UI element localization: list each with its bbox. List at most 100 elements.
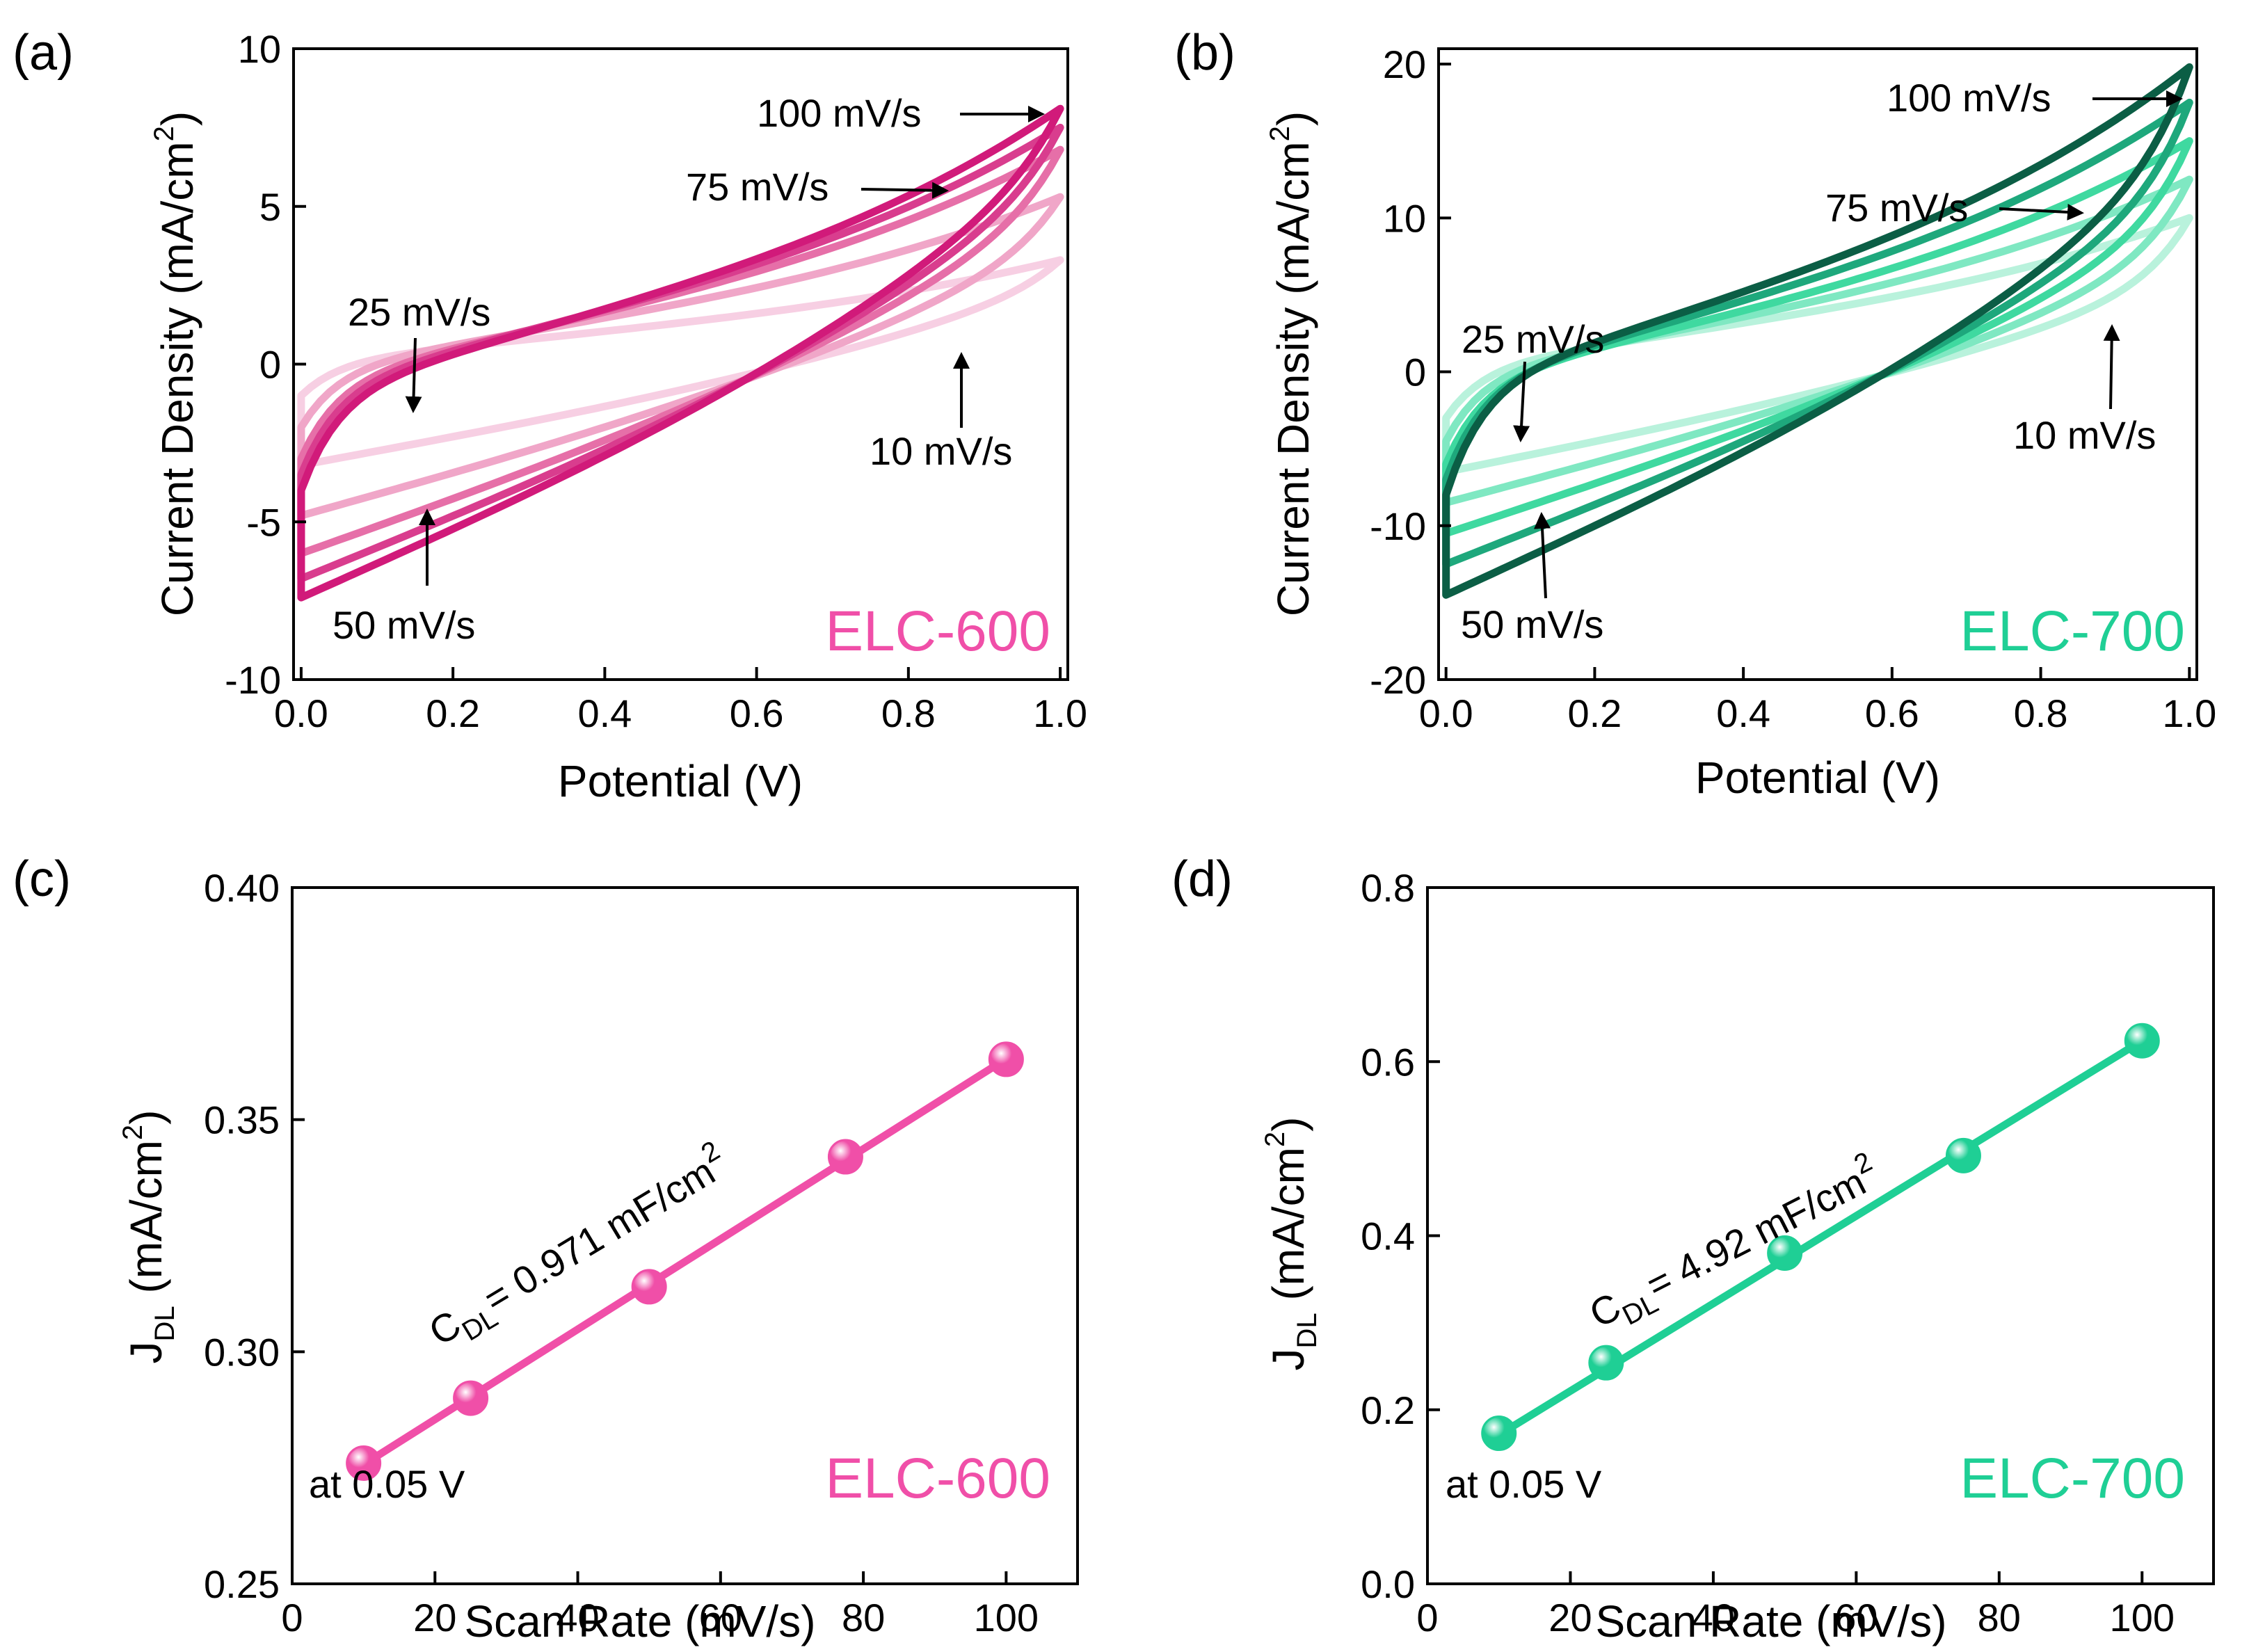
data-point [1481, 1416, 1517, 1452]
panel-label: (c) [13, 851, 71, 907]
plot-frame [1437, 47, 2198, 681]
y-axis-ticks: -20 -10 0 10 20 [1370, 42, 1451, 702]
x-tick-label: 0.4 [577, 691, 632, 735]
y-axis-label: Current Density (mA/cm2) [149, 111, 202, 616]
cv-loop-100mvs [1442, 63, 2193, 599]
y-tick-label: 0.30 [204, 1330, 280, 1374]
cv-curves [297, 104, 1064, 602]
y-tick-label: -5 [246, 500, 281, 544]
y-tick-label: 0.8 [1361, 866, 1415, 910]
data-point [1945, 1137, 1981, 1173]
jdl-chart-elc700: (d) 0 20 40 60 80 100 0.0 0.2 0.4 0.6 0.8 Scan Ra… [1171, 851, 2215, 1646]
annotation-10mvs: 10 mV/s [870, 429, 1012, 473]
sample-label: ELC-700 [1960, 1447, 2185, 1510]
data-point [631, 1269, 667, 1305]
x-tick-label: 60 [699, 1596, 742, 1639]
annotation-100mvs: 100 mV/s [757, 91, 922, 135]
y-axis-ticks: -10 -5 0 5 10 [225, 27, 306, 702]
annotation-25mvs: 25 mV/s [348, 290, 490, 334]
data-point [1588, 1345, 1624, 1381]
sample-label: ELC-700 [1960, 600, 2185, 663]
x-tick-label: 0.4 [1716, 691, 1770, 735]
y-tick-label: -10 [225, 658, 281, 702]
annotation-10mvs: 10 mV/s [2013, 413, 2156, 457]
condition-label: at 0.05 V [1446, 1462, 1602, 1506]
data-point [827, 1139, 863, 1175]
condition-label: at 0.05 V [309, 1462, 465, 1506]
x-axis-ticks: 0.0 0.2 0.4 0.6 0.8 1.0 [1419, 667, 2216, 735]
x-axis-ticks: 0 20 40 60 80 100 [281, 1571, 1039, 1639]
data-points [1481, 1023, 2160, 1452]
annotation-50mvs: 50 mV/s [333, 603, 475, 647]
y-tick-label: 10 [238, 27, 281, 71]
arrow-50mvs [1534, 512, 1551, 599]
x-axis-label: Potential (V) [1695, 753, 1940, 803]
data-point [1767, 1235, 1803, 1272]
annotation-100mvs: 100 mV/s [1887, 76, 2051, 120]
jdl-chart-elc600: (c) 0 20 40 60 80 100 0.25 0.30 0.35 0.40 Scan R… [13, 851, 1079, 1646]
arrow-75mvs [1999, 203, 2084, 220]
y-tick-label: 5 [259, 185, 281, 229]
x-tick-label: 0.0 [1419, 691, 1473, 735]
y-tick-label: 0 [259, 343, 281, 387]
x-tick-label: 0 [1416, 1596, 1438, 1639]
y-tick-label: 0.4 [1361, 1214, 1415, 1258]
x-tick-label: 0.2 [426, 691, 480, 735]
panel-b-cv-elc700: (b) 0.0 0.2 0.4 0.6 0.8 1.0 -20 -10 0 10 20 Poten… [1124, 0, 2248, 826]
cv-loop-75mvs [1442, 98, 2193, 568]
y-tick-label: 0 [1404, 351, 1426, 394]
y-tick-label: -20 [1370, 658, 1426, 702]
y-tick-label: 0.35 [204, 1098, 280, 1142]
y-tick-label: 20 [1383, 42, 1426, 86]
x-tick-label: 40 [1692, 1596, 1735, 1639]
cv-loop-50mvs [1442, 137, 2193, 538]
arrow-25mvs [405, 337, 422, 413]
data-point [988, 1041, 1024, 1077]
y-axis-label: JDL (mA/cm2) [1260, 1117, 1322, 1371]
x-tick-label: 0.0 [274, 691, 328, 735]
annotation-75mvs: 75 mV/s [686, 165, 829, 209]
x-tick-label: 0.8 [2014, 691, 2068, 735]
x-axis-label: Scan Rate (mV/s) [464, 1596, 815, 1646]
annotation-75mvs: 75 mV/s [1825, 186, 1968, 230]
x-axis-ticks: 0 20 40 60 80 100 [1416, 1571, 2175, 1639]
x-tick-label: 20 [1548, 1596, 1592, 1639]
x-tick-label: 0.6 [1865, 691, 1919, 735]
x-axis-ticks: 0.0 0.2 0.4 0.6 0.8 1.0 [274, 667, 1087, 735]
y-axis-ticks: 0.0 0.2 0.4 0.6 0.8 [1361, 866, 1440, 1606]
data-point [2124, 1023, 2160, 1059]
panel-label: (a) [13, 25, 74, 81]
y-axis-label: Current Density (mA/cm2) [1265, 111, 1318, 616]
y-tick-label: 0.2 [1361, 1388, 1415, 1432]
data-points [346, 1041, 1024, 1481]
annotation-50mvs: 50 mV/s [1461, 602, 1603, 646]
y-axis-ticks: 0.25 0.30 0.35 0.40 [204, 866, 305, 1606]
capacitance-label: CDL= 4.92 mF/cm2 [1579, 1146, 1890, 1344]
data-point [453, 1380, 489, 1416]
panel-d-jdl-elc700: (d) 0 20 40 60 80 100 0.0 0.2 0.4 0.6 0.8 Scan Ra… [1124, 826, 2248, 1652]
x-tick-label: 40 [556, 1596, 599, 1639]
panel-label: (b) [1174, 25, 1235, 81]
panel-c-jdl-elc600: (c) 0 20 40 60 80 100 0.25 0.30 0.35 0.40 Scan R… [0, 826, 1124, 1652]
x-axis-label: Scan Rate (mV/s) [1595, 1596, 1946, 1646]
x-tick-label: 1.0 [1033, 691, 1087, 735]
cv-loop-10mvs [297, 256, 1064, 470]
x-tick-label: 100 [2110, 1596, 2175, 1639]
x-tick-label: 20 [413, 1596, 456, 1639]
x-tick-label: 60 [1834, 1596, 1878, 1639]
cv-chart-elc700: (b) 0.0 0.2 0.4 0.6 0.8 1.0 -20 -10 0 10 20 Poten… [1174, 25, 2216, 803]
plot-frame [291, 886, 1079, 1585]
y-tick-label: 10 [1383, 196, 1426, 240]
annotation-25mvs: 25 mV/s [1462, 317, 1604, 361]
x-tick-label: 0.8 [881, 691, 936, 735]
x-tick-label: 0.2 [1567, 691, 1622, 735]
x-axis-label: Potential (V) [558, 756, 803, 806]
cv-curves [1442, 63, 2193, 599]
arrow-25mvs [1513, 361, 1530, 442]
panel-label: (d) [1171, 851, 1233, 907]
x-tick-label: 1.0 [2162, 691, 2216, 735]
x-tick-label: 0 [281, 1596, 303, 1639]
y-axis-label: JDL (mA/cm2) [118, 1110, 180, 1364]
arrow-10mvs [2103, 324, 2120, 410]
x-tick-label: 80 [1978, 1596, 2021, 1639]
